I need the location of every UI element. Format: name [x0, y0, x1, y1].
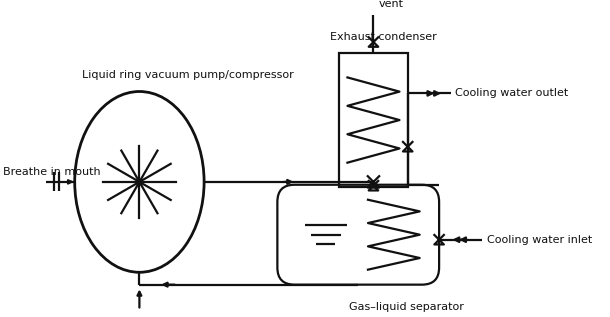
Text: Breathe in mouth: Breathe in mouth [3, 167, 101, 177]
Text: Exhaust condenser: Exhaust condenser [329, 32, 436, 42]
Text: vent: vent [378, 0, 403, 9]
Bar [339, 54, 407, 187]
Text: Gas–liquid separator: Gas–liquid separator [349, 302, 464, 312]
Text: Liquid ring vacuum pump/compressor: Liquid ring vacuum pump/compressor [82, 70, 294, 80]
Text: Cooling water inlet: Cooling water inlet [487, 235, 592, 245]
Text: Cooling water outlet: Cooling water outlet [455, 88, 569, 98]
